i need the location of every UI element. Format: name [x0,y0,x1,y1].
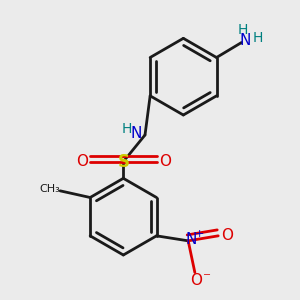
Text: N: N [131,126,142,141]
Text: O: O [159,154,171,169]
Text: H: H [252,32,263,46]
Text: S: S [117,153,129,171]
Text: O: O [221,228,233,243]
Text: N: N [185,232,196,247]
Text: H: H [122,122,132,136]
Text: +: + [195,229,205,238]
Text: N: N [240,33,251,48]
Text: O: O [190,273,202,288]
Text: H: H [238,23,248,37]
Text: CH₃: CH₃ [39,184,60,194]
Text: O: O [76,154,88,169]
Text: ⁻: ⁻ [202,270,211,285]
